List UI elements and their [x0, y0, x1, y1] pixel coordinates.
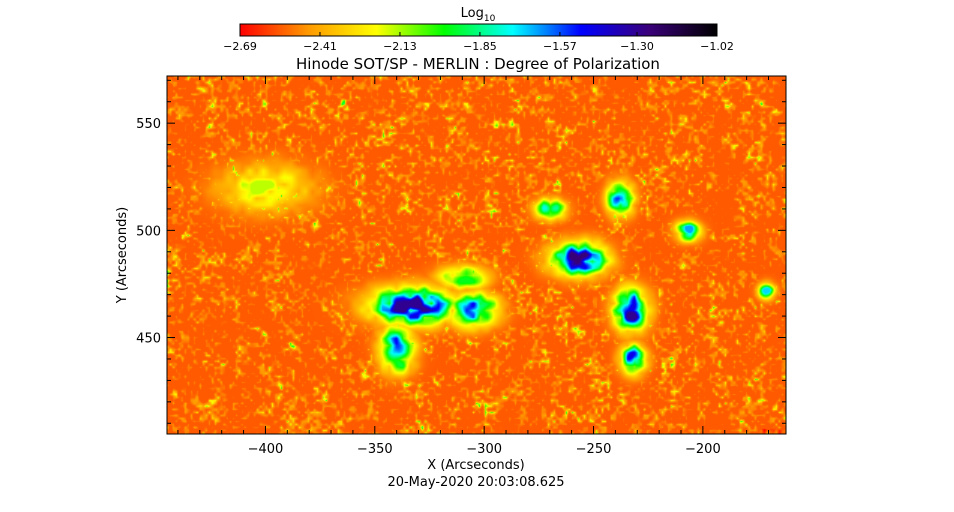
heatmap-image: [167, 76, 786, 434]
x-axis-label: X (Arcseconds): [427, 458, 524, 473]
x-tick-label: −250: [576, 442, 612, 457]
x-tick-label: −350: [357, 442, 393, 457]
colorbar-tick-label: −2.41: [303, 40, 337, 53]
plot-area: −400 −350 −300 −250 −200 450 500 550: [136, 75, 787, 457]
x-axis: −400 −350 −300 −250 −200: [177, 76, 770, 457]
y-axis: 450 500 550: [136, 79, 786, 424]
timestamp: 20-May-2020 20:03:08.625: [387, 475, 564, 490]
y-tick-label: 450: [136, 332, 161, 347]
y-axis-label: Y (Arcseconds): [115, 207, 130, 304]
colorbar: Log10 −2.69 −2.41 −2.13 −1.85 −1.57 −1.30 −1.0…: [223, 6, 734, 53]
colorbar-tick-label: −1.85: [463, 40, 497, 53]
colorbar-tick-label: −2.69: [223, 40, 257, 53]
colorbar-tick-label: −1.30: [620, 40, 654, 53]
colorbar-ticks: −2.69 −2.41 −2.13 −1.85 −1.57 −1.30 −1.02: [223, 32, 734, 53]
colorbar-tick-label: −1.02: [700, 40, 734, 53]
colorbar-label: Log10: [461, 6, 496, 24]
y-tick-label: 500: [136, 224, 161, 239]
x-tick-label: −200: [685, 442, 721, 457]
chart-title: Hinode SOT/SP - MERLIN : Degree of Polar…: [296, 55, 660, 73]
colorbar-tick-label: −2.13: [383, 40, 417, 53]
y-tick-label: 550: [136, 117, 161, 132]
colorbar-gradient: [239, 23, 718, 37]
x-tick-label: −400: [248, 442, 284, 457]
x-tick-label: −300: [466, 442, 502, 457]
plot-frame: [166, 75, 787, 435]
colorbar-tick-label: −1.57: [543, 40, 577, 53]
